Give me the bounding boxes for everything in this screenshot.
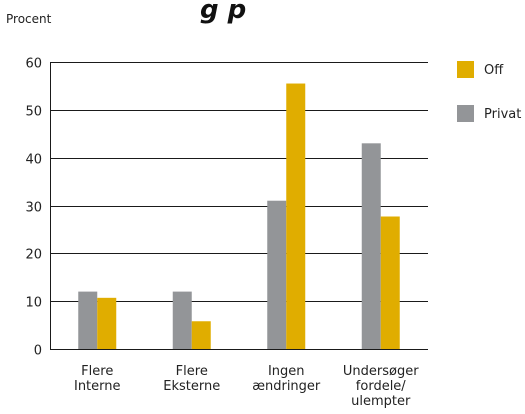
y-tick-label: 10	[25, 296, 42, 311]
legend: Off Privat	[457, 61, 521, 122]
category-label: Undersøger fordele/ulempter	[343, 364, 419, 409]
bar-privat-0	[78, 291, 98, 349]
y-tick-label: 50	[25, 105, 42, 120]
bars	[78, 83, 400, 350]
y-tick-label: 40	[25, 153, 42, 168]
y-tick-label: 60	[25, 57, 42, 72]
bar-off-1	[191, 321, 211, 349]
legend-label-privat: Privat	[484, 107, 521, 122]
legend-swatch-privat	[457, 105, 474, 122]
category-labels: Flere Interne Flere Eksterne Ingen ændringer U…	[74, 364, 419, 409]
bar-off-2	[286, 83, 306, 350]
bar-off-3	[380, 216, 400, 349]
bar-privat-1	[172, 291, 192, 349]
y-axis-title: Procent	[6, 12, 52, 26]
y-tick-label: 20	[25, 248, 42, 263]
bar-off-0	[97, 297, 117, 349]
category-label: Flere Eksterne	[163, 364, 220, 394]
bar-privat-2	[267, 200, 287, 349]
category-label: Ingen ændringer	[252, 364, 321, 394]
bar-privat-3	[361, 143, 381, 349]
chart-title: g p	[200, 0, 246, 25]
legend-label-off: Off	[484, 63, 504, 78]
legend-swatch-off	[457, 61, 474, 78]
category-label: Flere Interne	[74, 364, 121, 394]
y-tick-label: 0	[34, 344, 42, 359]
y-tick-labels: 0 10 20 30 40 50 60	[25, 57, 42, 359]
y-tick-label: 30	[25, 201, 42, 216]
